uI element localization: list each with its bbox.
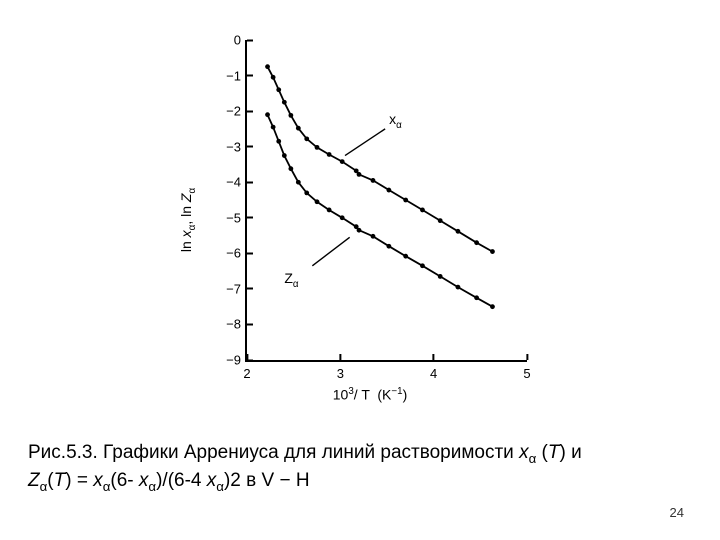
x_alpha-label: xα xyxy=(389,111,402,131)
y-tick: −6 xyxy=(211,246,247,261)
x_alpha-marker xyxy=(438,218,443,223)
z_alpha-marker xyxy=(276,139,281,144)
x-tick: 3 xyxy=(337,360,344,381)
x_alpha-marker xyxy=(315,145,320,150)
y-tick: −4 xyxy=(211,175,247,190)
z_alpha-curve xyxy=(268,115,493,307)
z_alpha-marker xyxy=(420,263,425,268)
z_alpha-marker xyxy=(271,125,276,130)
z_alpha-marker xyxy=(490,304,495,309)
x_alpha-marker xyxy=(265,64,270,69)
y-tick: −8 xyxy=(211,317,247,332)
x_alpha-marker xyxy=(296,126,301,131)
z_alpha-marker xyxy=(288,166,293,171)
z_alpha-marker xyxy=(327,208,332,213)
page-number: 24 xyxy=(670,505,684,520)
x_alpha-curve xyxy=(268,67,493,252)
z_alpha-marker xyxy=(403,254,408,259)
caption-text: Рис.5.3. Графики Аррениуса для линий рас… xyxy=(28,442,519,463)
z_alpha-marker xyxy=(340,215,345,220)
z_alpha-marker xyxy=(386,244,391,249)
x_alpha-marker xyxy=(490,249,495,254)
z_alpha-pointer xyxy=(312,237,349,265)
y-tick: −1 xyxy=(211,68,247,83)
x-axis-label: 103/ T (K−1) xyxy=(333,386,407,403)
z_alpha-marker xyxy=(474,295,479,300)
z_alpha-marker xyxy=(304,190,309,195)
z_alpha-marker xyxy=(357,228,362,233)
figure-panel: −9−8−7−6−5−4−3−2−102345xαZα ln xα, ln Zα… xyxy=(190,30,550,410)
x_alpha-marker xyxy=(420,208,425,213)
x_alpha-marker xyxy=(271,75,276,80)
x_alpha-marker xyxy=(340,159,345,164)
z_alpha-marker xyxy=(438,274,443,279)
z_alpha-marker xyxy=(315,199,320,204)
x-tick: 2 xyxy=(243,360,250,381)
chart-svg xyxy=(247,40,527,360)
y-tick: −7 xyxy=(211,281,247,296)
x_alpha-marker xyxy=(371,178,376,183)
x_alpha-marker xyxy=(386,188,391,193)
x_alpha-pointer xyxy=(345,129,385,156)
y-tick: −3 xyxy=(211,139,247,154)
y-tick: −2 xyxy=(211,104,247,119)
x_alpha-marker xyxy=(282,100,287,105)
x-tick: 5 xyxy=(523,360,530,381)
y-tick: −9 xyxy=(211,353,247,368)
x_alpha-marker xyxy=(403,198,408,203)
z_alpha-label: Zα xyxy=(284,270,298,290)
z_alpha-marker xyxy=(296,180,301,185)
y-axis-label: ln xα, ln Zα xyxy=(178,188,198,252)
z_alpha-marker xyxy=(371,234,376,239)
x_alpha-marker xyxy=(327,152,332,157)
x-tick: 4 xyxy=(430,360,437,381)
z_alpha-marker xyxy=(456,285,461,290)
z_alpha-marker xyxy=(265,112,270,117)
x_alpha-marker xyxy=(304,136,309,141)
y-tick: 0 xyxy=(211,33,247,48)
x_alpha-marker xyxy=(288,113,293,118)
plot-area: −9−8−7−6−5−4−3−2−102345xαZα xyxy=(245,40,527,362)
x_alpha-marker xyxy=(357,172,362,177)
figure-caption: Рис.5.3. Графики Аррениуса для линий рас… xyxy=(28,440,688,495)
x_alpha-marker xyxy=(474,240,479,245)
z_alpha-marker xyxy=(282,153,287,158)
y-tick: −5 xyxy=(211,210,247,225)
x_alpha-marker xyxy=(456,229,461,234)
x_alpha-marker xyxy=(276,87,281,92)
